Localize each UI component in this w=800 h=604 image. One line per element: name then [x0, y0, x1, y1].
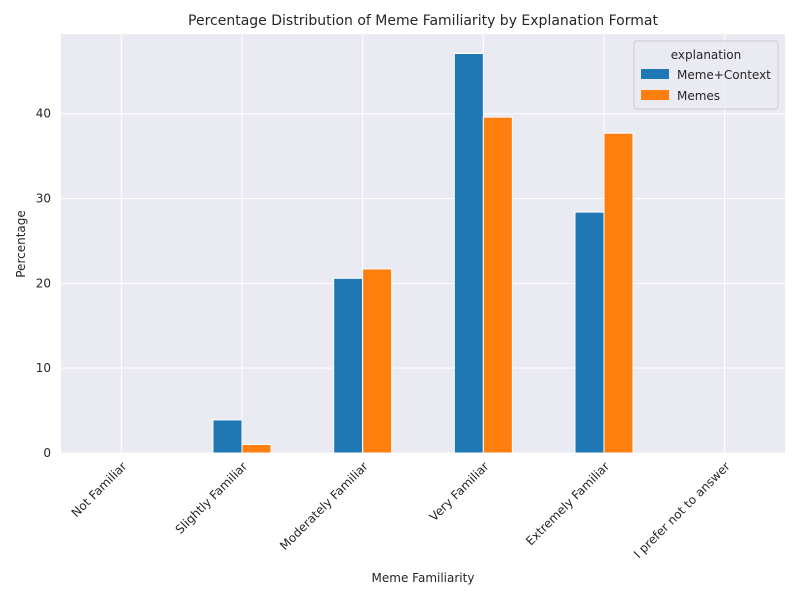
legend-swatch-memes	[641, 90, 669, 100]
bar-meme-context-1	[212, 419, 243, 454]
y-tick-label: 10	[36, 361, 51, 375]
bar-memes-4	[603, 132, 634, 454]
legend-box	[633, 40, 779, 110]
x-tick-label: Very Familiar	[427, 459, 492, 524]
bar-meme-context-4	[574, 211, 605, 454]
x-tick-label: Extremely Familiar	[523, 459, 612, 548]
bar-memes-1	[241, 444, 272, 454]
bar-memes-3	[482, 116, 513, 454]
x-tick-label: Moderately Familiar	[277, 459, 371, 553]
y-tick-label: 40	[36, 107, 51, 121]
x-tick-label: Slightly Familiar	[173, 459, 251, 537]
legend-title: explanation	[671, 48, 742, 62]
bar-meme-context-2	[333, 277, 364, 454]
legend: explanation Meme+Context Memes	[633, 40, 779, 110]
x-axis-ticks: Not Familiar Slightly Familiar Moderately …	[69, 459, 733, 561]
y-axis-label: Percentage	[14, 210, 28, 278]
x-tick-label: Not Familiar	[69, 459, 130, 520]
y-axis-ticks: 0 10 20 30 40	[36, 107, 51, 460]
legend-label-meme-context: Meme+Context	[677, 68, 771, 82]
bar-memes-2	[362, 268, 393, 454]
x-axis-label: Meme Familiarity	[372, 571, 475, 585]
chart-title: Percentage Distribution of Meme Familiar…	[188, 13, 658, 29]
legend-label-memes: Memes	[677, 89, 720, 103]
y-tick-label: 0	[43, 446, 51, 460]
y-tick-label: 20	[36, 276, 51, 290]
bars	[212, 53, 634, 454]
bar-meme-context-3	[453, 53, 484, 454]
y-tick-label: 30	[36, 192, 51, 206]
x-tick-label: I prefer not to answer	[631, 459, 733, 561]
legend-swatch-meme-context	[641, 69, 669, 79]
